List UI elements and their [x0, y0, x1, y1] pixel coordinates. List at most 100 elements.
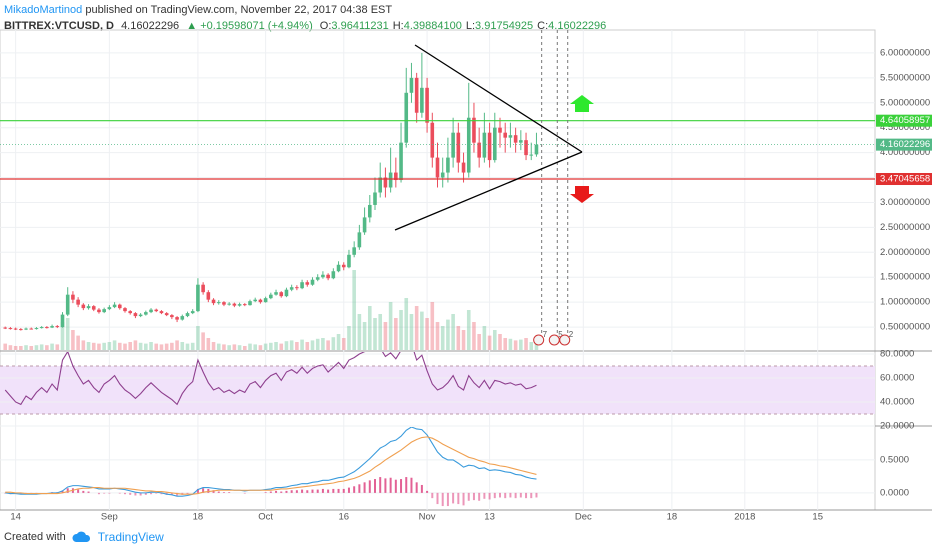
volume-bar — [357, 314, 362, 350]
histogram-bar — [363, 482, 366, 493]
candle-body — [326, 274, 330, 279]
volume-bars — [3, 270, 539, 350]
logo — [72, 531, 90, 542]
candle-body — [97, 309, 101, 313]
candle-body — [513, 135, 518, 143]
author[interactable]: MikadoMartinod — [4, 4, 83, 16]
event-label: 5 — [558, 330, 563, 339]
histogram-bar — [478, 492, 481, 501]
candle-body — [466, 117, 471, 173]
candle-body — [498, 127, 502, 133]
y-tick-label: 5.00000000 — [880, 97, 930, 108]
candle-body — [55, 326, 60, 328]
candle-body — [206, 292, 211, 300]
ohlc-key: C: — [537, 20, 549, 32]
histogram-bar — [488, 492, 491, 500]
candle-body — [24, 328, 28, 330]
candle-body — [128, 311, 133, 314]
candle-body — [237, 304, 242, 306]
candle-body — [321, 274, 325, 278]
candle-body — [253, 299, 258, 302]
ohlc-value: 3.96411231 — [331, 20, 389, 32]
volume-bar — [123, 343, 127, 350]
candle-body — [534, 144, 539, 155]
volume-bar — [456, 326, 461, 350]
histogram-bar — [134, 492, 137, 496]
volume-bar — [295, 342, 299, 350]
volume-bar — [133, 340, 138, 350]
volume-bar — [461, 330, 466, 350]
histogram-bar — [535, 492, 538, 498]
histogram-bar — [472, 492, 475, 501]
histogram-bar — [337, 488, 340, 493]
histogram-bar — [384, 478, 387, 493]
histogram-bar — [504, 492, 507, 499]
published: published on TradingView.com, November 2… — [85, 4, 393, 16]
histogram-bar — [467, 492, 470, 501]
candle-body — [336, 264, 341, 272]
volume-bar — [24, 345, 28, 350]
volume-bar — [513, 340, 518, 350]
volume-bar — [76, 335, 80, 350]
brand[interactable]: TradingView — [97, 530, 164, 544]
volume-bar — [13, 346, 18, 350]
histogram-bar — [61, 490, 64, 493]
candle-body — [65, 294, 70, 315]
candle-body — [117, 304, 122, 309]
histogram-bar — [462, 492, 465, 506]
volume-bar — [237, 345, 242, 350]
volume-bar — [112, 340, 117, 350]
candle-body — [3, 327, 8, 329]
histogram-bar — [155, 492, 158, 494]
price-level-tag — [876, 114, 932, 127]
candle-body — [404, 92, 409, 143]
candle-body — [289, 287, 294, 290]
candle-body — [81, 304, 86, 309]
volume-bar — [39, 344, 44, 350]
y-tick-label: 1.00000000 — [880, 297, 930, 308]
volume-bar — [248, 343, 252, 350]
volume-bar — [331, 337, 336, 350]
candle-body — [102, 309, 106, 313]
volume-bar — [289, 340, 294, 350]
candle-body — [425, 87, 429, 123]
volume-bar — [216, 343, 221, 350]
candle-body — [60, 314, 65, 328]
created-with: Created with — [4, 531, 66, 543]
volume-bar — [149, 342, 153, 350]
volume-bar — [253, 344, 258, 350]
volume-bar — [274, 342, 278, 350]
volume-bar — [34, 345, 39, 350]
volume-bar — [373, 318, 377, 350]
histogram-bar — [217, 491, 220, 493]
candle-body — [154, 309, 159, 312]
candle-body — [310, 279, 315, 285]
volume-bar — [29, 346, 34, 350]
x-tick-label: Nov — [419, 512, 436, 523]
candle-body — [76, 299, 80, 305]
candle-body — [144, 312, 148, 315]
histogram-bar — [264, 492, 267, 493]
histogram-bar — [519, 492, 522, 498]
change: ▲ +0.19598071 (+4.94%) — [186, 20, 313, 32]
ohlc-value: 4.16022296 — [548, 20, 607, 32]
histogram-bar — [311, 489, 314, 493]
y-tick-label: 80.0000 — [880, 349, 914, 360]
macd-line — [5, 427, 537, 497]
histogram-bar — [493, 492, 496, 499]
candle-body — [394, 172, 398, 181]
candle-body — [519, 140, 523, 143]
candle-body — [373, 192, 377, 205]
volume-bar — [19, 346, 23, 350]
candle-body — [383, 177, 388, 188]
volume-bar — [97, 343, 101, 350]
candle-body — [446, 157, 450, 173]
volume-bar — [263, 343, 268, 350]
histogram-bar — [124, 492, 126, 495]
histogram-bar — [410, 477, 413, 493]
x-tick-label: 13 — [484, 512, 495, 523]
volume-bar — [102, 342, 106, 350]
candle-body — [440, 172, 445, 178]
event-icon — [559, 334, 571, 346]
volume-bar — [321, 338, 325, 350]
